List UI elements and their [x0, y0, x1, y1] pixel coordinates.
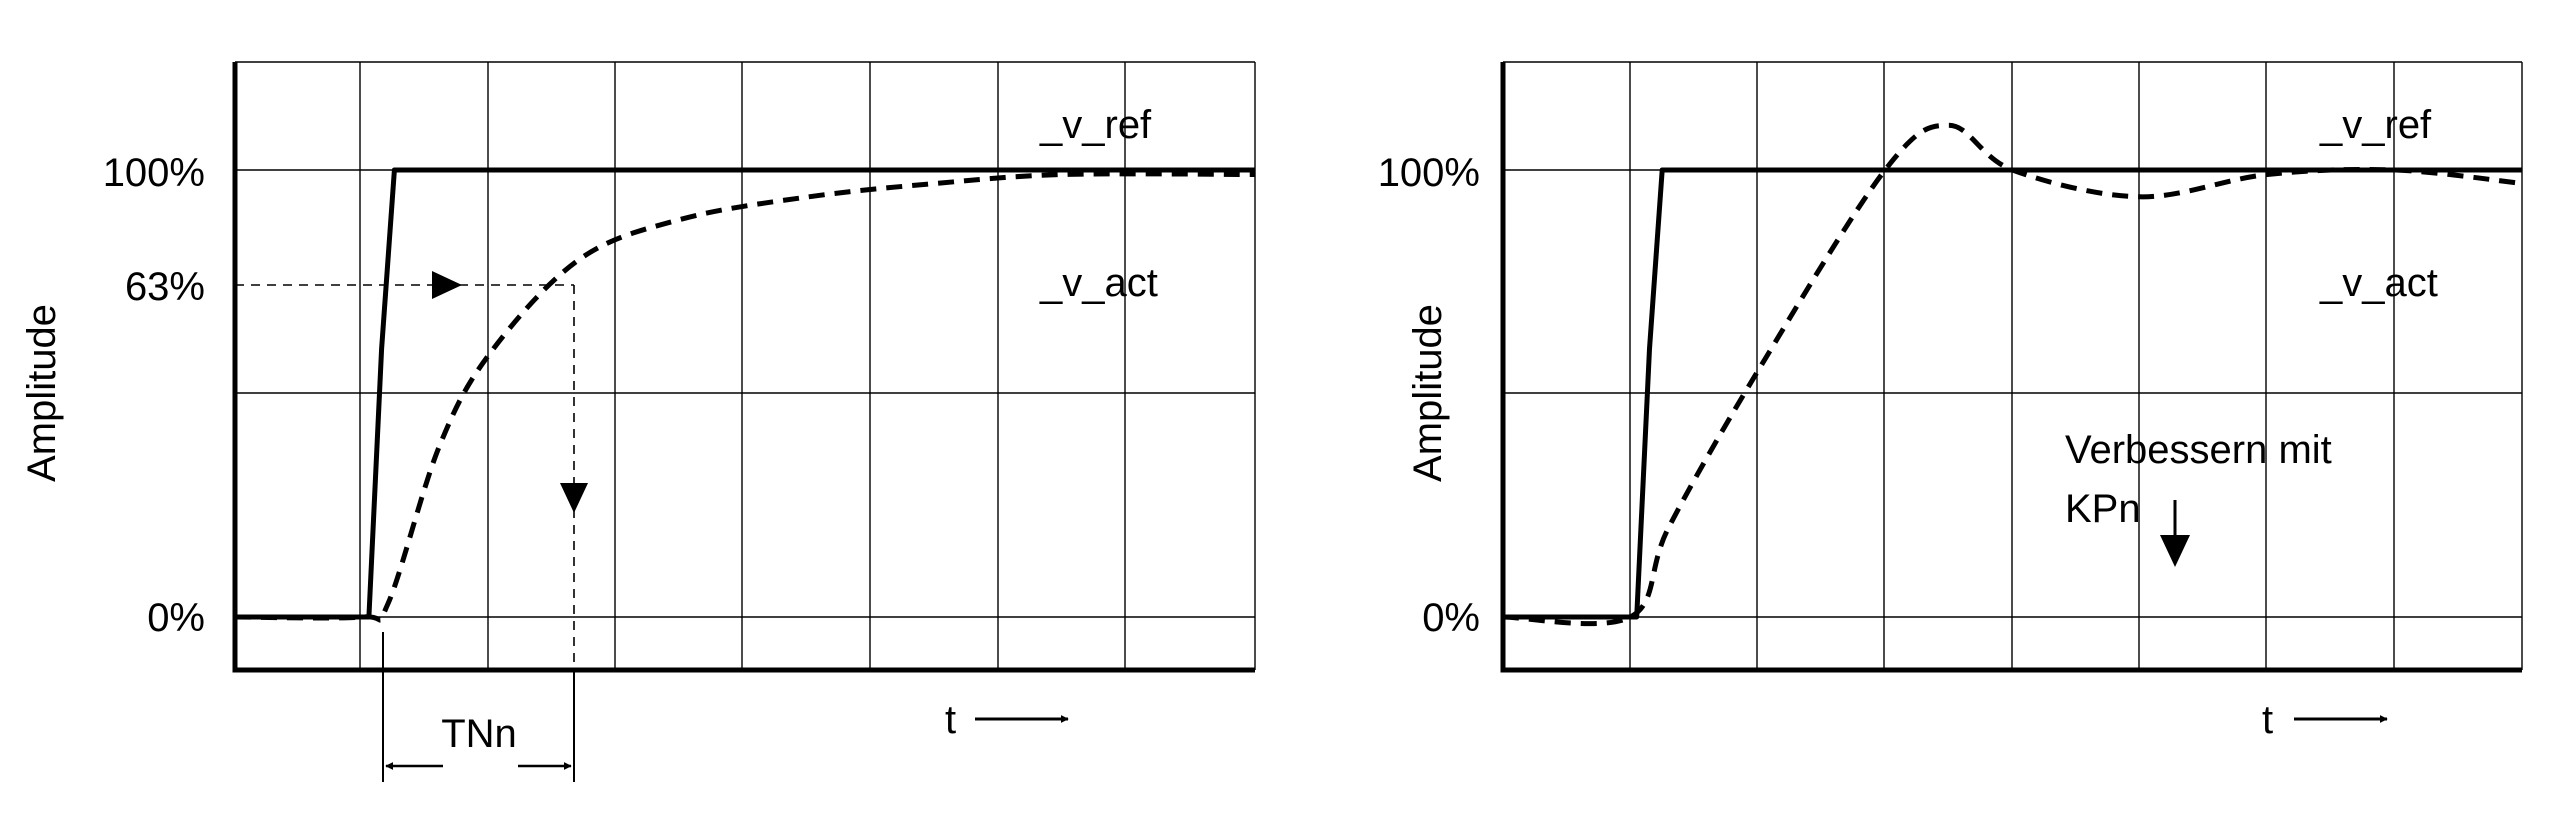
y-axis-label-right: Amplitude — [1406, 304, 1450, 482]
x-axis-label-right: t — [2262, 698, 2273, 742]
axis-frame-left — [232, 62, 1255, 673]
series-group-right — [1502, 122, 2523, 627]
y-tick-label-100-left: 100% — [103, 151, 205, 195]
legend-label-v-ref-right: _v_ref — [2319, 103, 2432, 147]
series-line-v-ref-right — [1503, 167, 2522, 620]
marker-63-arrow-down — [560, 483, 588, 513]
series-line-v-act-left — [234, 171, 1256, 623]
x-axis-label-left: t — [945, 698, 956, 742]
grid-left — [235, 61, 1256, 670]
series-line-v-act-right — [1502, 122, 2523, 627]
y-axis-label-left: Amplitude — [20, 304, 64, 482]
chart-left: Amplitude 100% 63% 0% _v_ref _v_act t TN… — [20, 61, 1256, 782]
y-tick-label-100-right: 100% — [1378, 151, 1480, 195]
hint-text-line1: Verbessern mit — [2065, 428, 2332, 472]
legend-label-v-ref-left: _v_ref — [1039, 103, 1152, 147]
legend-label-v-act-right: _v_act — [2319, 261, 2438, 305]
grid-right — [1503, 61, 2523, 670]
series-group-left — [234, 167, 1256, 623]
hint-arrow-head — [2160, 535, 2190, 567]
chart-right: Amplitude 100% 0% _v_ref _v_act t Verbes… — [1378, 61, 2523, 742]
tnn-label: TNn — [441, 712, 517, 756]
y-tick-label-0-left: 0% — [147, 596, 205, 640]
marker-63-arrow-right — [432, 271, 462, 299]
axis-frame-right — [1500, 62, 2522, 673]
y-tick-label-0-right: 0% — [1422, 596, 1480, 640]
legend-label-v-act-left: _v_act — [1039, 261, 1158, 305]
y-tick-label-63-left: 63% — [125, 265, 205, 309]
hint-text-line2: KPn — [2065, 487, 2141, 531]
